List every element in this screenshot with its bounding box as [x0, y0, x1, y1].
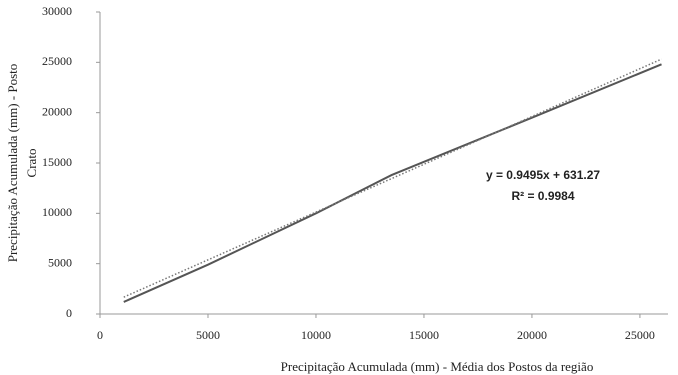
x-tick-label: 15000 [409, 328, 439, 342]
y-axis-label: Crato [24, 149, 39, 178]
x-axis-label: Precipitação Acumulada (mm) - Média dos … [281, 359, 594, 374]
r-squared: R² = 0.9984 [511, 189, 574, 203]
x-tick-label: 25000 [625, 328, 655, 342]
data-line [123, 63, 662, 303]
x-tick-label: 10000 [301, 328, 331, 342]
y-axis-label: Precipitação Acumulada (mm) - Posto [5, 64, 20, 263]
y-tick-label: 20000 [42, 104, 72, 118]
x-tick-label: 0 [97, 328, 103, 342]
y-tick-label: 15000 [42, 155, 72, 169]
y-tick-label: 0 [66, 306, 72, 320]
y-tick-label: 5000 [48, 255, 72, 269]
x-tick-label: 5000 [196, 328, 220, 342]
trendline [123, 58, 662, 298]
x-tick-label: 20000 [517, 328, 547, 342]
y-tick-label: 30000 [42, 4, 72, 18]
y-tick-label: 25000 [42, 54, 72, 68]
y-tick-label: 10000 [42, 205, 72, 219]
equation: y = 0.9495x + 631.27 [486, 168, 600, 182]
